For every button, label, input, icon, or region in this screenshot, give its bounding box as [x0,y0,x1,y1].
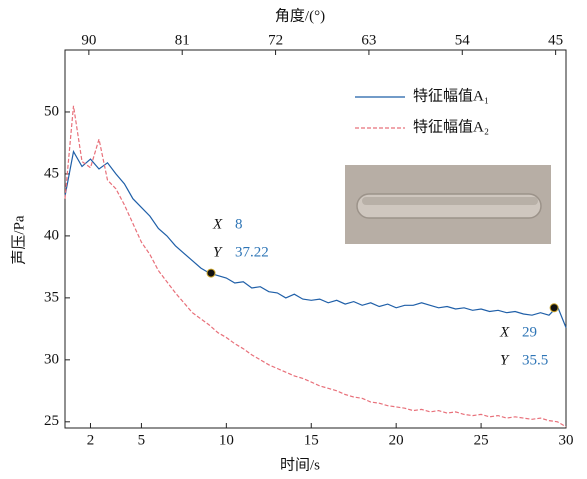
y-axis-title: 声压/Pa [9,215,27,265]
series-line [64,105,567,428]
annotation-x-value: 8 [235,216,243,232]
legend-label: 特征幅值A₂ [413,118,489,135]
x-tick-label: 30 [559,432,574,448]
y-tick-label: 45 [44,165,59,181]
x-axis-title: 时间/s [280,456,320,473]
series-line [64,149,567,328]
annotation-x-value: 29 [522,324,537,340]
annotation-y-value: 37.22 [235,244,269,260]
annotation-marker [549,303,559,313]
x2-tick-label: 45 [548,32,563,48]
x-tick-label: 2 [87,432,95,448]
y-tick-label: 50 [44,103,59,119]
x-tick-label: 10 [219,432,234,448]
legend-label: 特征幅值A₁ [413,87,489,104]
x2-tick-label: 72 [268,32,283,48]
annotation-marker [206,268,216,278]
y-tick-label: 25 [44,413,59,429]
annotation-x-name: X [212,216,223,232]
y-tick-label: 40 [44,227,59,243]
annotation-y-name: Y [213,244,223,260]
y-tick-label: 30 [44,351,59,367]
annotation-y-name: Y [500,352,510,368]
x2-tick-label: 90 [81,32,96,48]
plot-frame [64,49,567,429]
annotation-x-name: X [499,324,510,340]
inset-photo [345,165,551,244]
x-tick-label: 20 [389,432,404,448]
x-tick-label: 15 [304,432,319,448]
x-tick-label: 5 [138,432,146,448]
x-tick-label: 25 [474,432,489,448]
x2-axis-title: 角度/(°) [275,7,325,24]
annotation-y-value: 35.5 [522,352,548,368]
y-tick-label: 35 [44,289,59,305]
x2-tick-label: 81 [175,32,190,48]
x2-tick-label: 54 [455,32,471,48]
x2-tick-label: 63 [361,32,376,48]
